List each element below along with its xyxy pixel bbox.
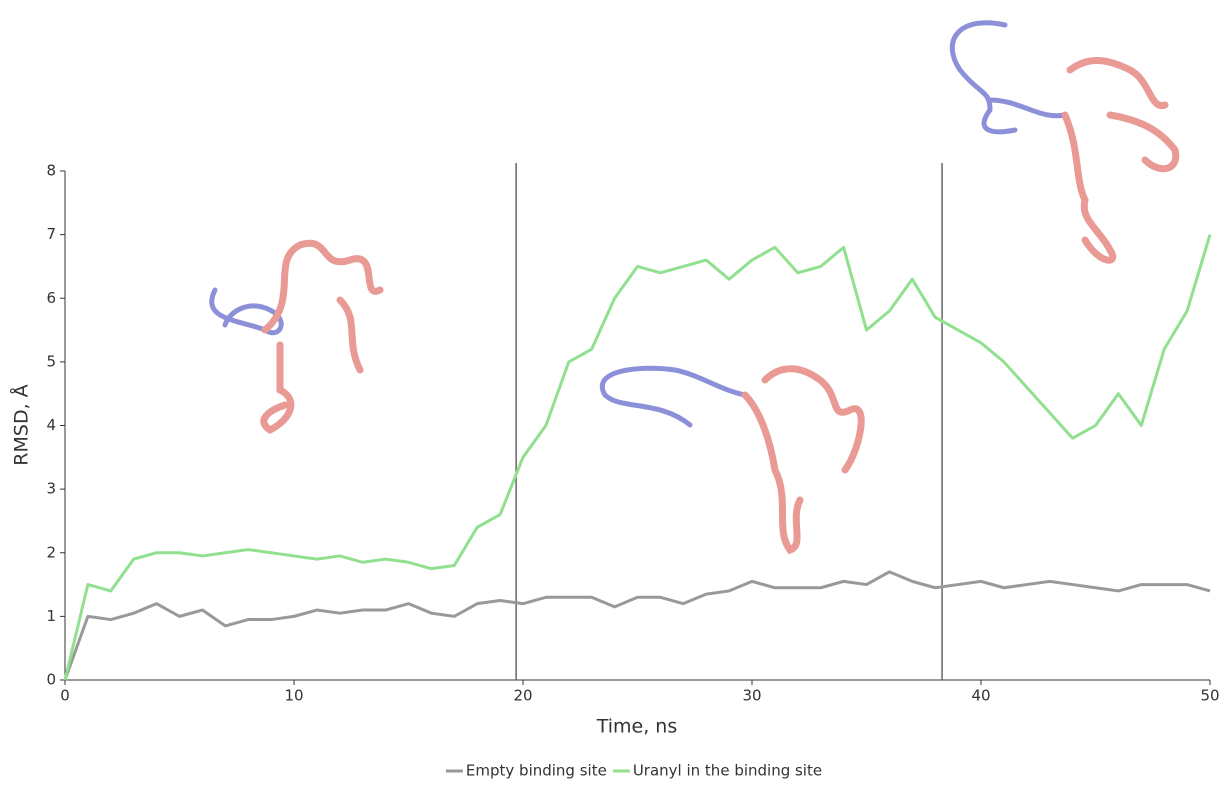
x-axis-label: Time, ns (596, 716, 678, 738)
x-tick-label: 10 (284, 687, 303, 705)
x-tick-label: 40 (971, 687, 990, 705)
y-tick-label: 7 (46, 225, 56, 243)
y-tick-label: 3 (46, 480, 56, 498)
protein-structure-1 (212, 243, 380, 430)
y-tick-label: 1 (46, 607, 56, 625)
x-tick-label: 0 (60, 687, 70, 705)
series-line (65, 235, 1210, 680)
y-tick-label: 4 (46, 416, 56, 434)
y-axis-label: RMSD, Å (10, 384, 33, 465)
y-tick-label: 0 (46, 671, 56, 689)
legend-label: Empty binding site (466, 762, 607, 780)
y-tick-label: 5 (46, 352, 56, 370)
x-tick-label: 50 (1200, 687, 1219, 705)
legend-label: Uranyl in the binding site (633, 762, 822, 780)
chart: Time, ns RMSD, Å 0 1 2 3 4 5 6 7 8 0 10 20 30 40 50 Emp… (0, 0, 1223, 782)
y-tick-label: 6 (46, 289, 56, 307)
protein-structure-2 (602, 368, 861, 550)
y-tick-label: 8 (46, 162, 56, 180)
x-tick-label: 20 (513, 687, 532, 705)
y-tick-label: 2 (46, 543, 56, 561)
protein-structure-3 (952, 23, 1176, 260)
x-tick-label: 30 (742, 687, 761, 705)
series-line (65, 572, 1210, 680)
